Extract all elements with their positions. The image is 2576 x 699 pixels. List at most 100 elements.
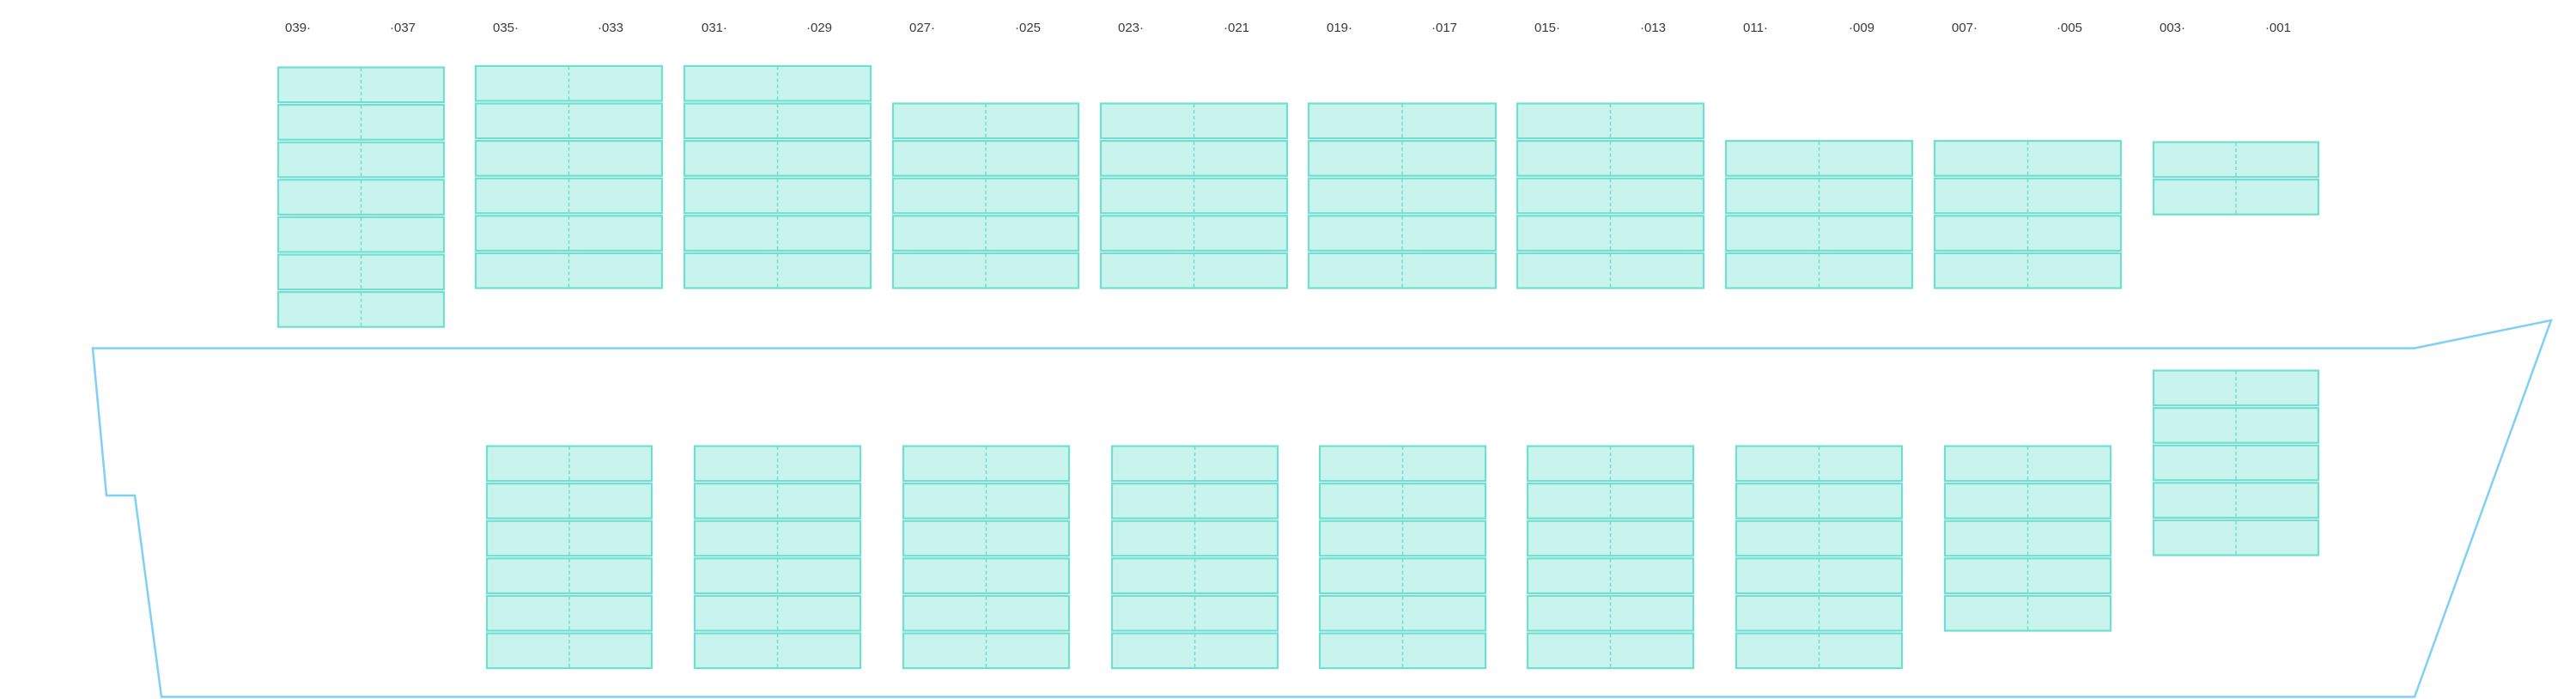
container-slot[interactable]	[485, 632, 653, 670]
container-slot[interactable]	[474, 140, 664, 177]
container-slot[interactable]	[1735, 594, 1904, 632]
container-slot[interactable]	[1943, 557, 2112, 594]
container-slot[interactable]	[683, 102, 872, 140]
container-slot[interactable]	[891, 252, 1080, 289]
container-slot[interactable]	[2152, 141, 2320, 179]
container-slot[interactable]	[1318, 557, 1487, 594]
container-slot[interactable]	[1516, 177, 1705, 215]
container-slot[interactable]	[1735, 520, 1904, 557]
container-slot[interactable]	[1318, 520, 1487, 557]
container-slot[interactable]	[1526, 632, 1695, 670]
container-slot[interactable]	[683, 64, 872, 102]
container-slot[interactable]	[1110, 520, 1279, 557]
container-slot[interactable]	[1307, 252, 1498, 289]
container-slot[interactable]	[485, 445, 653, 483]
container-slot[interactable]	[276, 291, 446, 328]
container-slot[interactable]	[474, 177, 664, 215]
container-slot[interactable]	[693, 594, 862, 632]
container-slot[interactable]	[474, 64, 664, 102]
container-slot[interactable]	[276, 66, 446, 104]
container-slot[interactable]	[1526, 520, 1695, 557]
container-slot[interactable]	[2152, 369, 2320, 407]
container-slot[interactable]	[1735, 445, 1904, 483]
container-slot[interactable]	[2152, 482, 2320, 519]
container-slot[interactable]	[1516, 140, 1705, 177]
container-slot[interactable]	[1307, 177, 1498, 215]
container-slot[interactable]	[2152, 519, 2320, 556]
container-slot[interactable]	[1307, 140, 1498, 177]
container-slot[interactable]	[485, 557, 653, 594]
container-slot[interactable]	[276, 141, 446, 179]
container-slot[interactable]	[485, 594, 653, 632]
container-slot[interactable]	[1110, 445, 1279, 483]
container-slot[interactable]	[683, 140, 872, 177]
container-slot[interactable]	[1526, 557, 1695, 594]
container-slot[interactable]	[1516, 102, 1705, 140]
container-slot[interactable]	[1933, 215, 2123, 252]
container-slot[interactable]	[1943, 594, 2112, 632]
container-slot[interactable]	[1318, 594, 1487, 632]
container-slot[interactable]	[1110, 594, 1279, 632]
container-slot[interactable]	[891, 215, 1080, 252]
container-slot[interactable]	[474, 102, 664, 140]
container-slot[interactable]	[276, 253, 446, 291]
container-slot[interactable]	[902, 557, 1071, 594]
container-slot[interactable]	[485, 482, 653, 520]
container-slot[interactable]	[891, 177, 1080, 215]
container-slot[interactable]	[1318, 632, 1487, 670]
container-slot[interactable]	[1099, 140, 1289, 177]
container-slot[interactable]	[1110, 632, 1279, 670]
container-slot[interactable]	[474, 252, 664, 289]
container-slot[interactable]	[1307, 102, 1498, 140]
container-slot[interactable]	[1526, 445, 1695, 483]
container-slot[interactable]	[1933, 177, 2123, 215]
container-slot[interactable]	[683, 215, 872, 252]
container-slot[interactable]	[1724, 177, 1914, 215]
container-slot[interactable]	[1735, 632, 1904, 670]
container-slot[interactable]	[276, 179, 446, 216]
container-slot[interactable]	[2152, 444, 2320, 482]
container-slot[interactable]	[1526, 594, 1695, 632]
container-slot[interactable]	[276, 103, 446, 141]
container-slot[interactable]	[1516, 215, 1705, 252]
container-slot[interactable]	[1943, 445, 2112, 483]
container-slot[interactable]	[474, 215, 664, 252]
container-slot[interactable]	[693, 445, 862, 483]
container-slot[interactable]	[1318, 445, 1487, 483]
container-slot[interactable]	[693, 520, 862, 557]
container-slot[interactable]	[1099, 177, 1289, 215]
container-slot[interactable]	[683, 252, 872, 289]
container-slot[interactable]	[902, 594, 1071, 632]
container-slot[interactable]	[1933, 140, 2123, 177]
container-slot[interactable]	[902, 445, 1071, 483]
container-slot[interactable]	[902, 482, 1071, 520]
container-slot[interactable]	[1110, 557, 1279, 594]
container-slot[interactable]	[683, 177, 872, 215]
container-slot[interactable]	[693, 557, 862, 594]
container-slot[interactable]	[1724, 140, 1914, 177]
container-slot[interactable]	[693, 482, 862, 520]
container-slot[interactable]	[2152, 407, 2320, 444]
container-slot[interactable]	[1318, 482, 1487, 520]
container-slot[interactable]	[276, 216, 446, 253]
container-slot[interactable]	[1307, 215, 1498, 252]
container-slot[interactable]	[1943, 482, 2112, 520]
container-slot[interactable]	[1099, 102, 1289, 140]
container-slot[interactable]	[1516, 252, 1705, 289]
container-slot[interactable]	[1099, 215, 1289, 252]
container-slot[interactable]	[1724, 252, 1914, 289]
container-slot[interactable]	[902, 632, 1071, 670]
container-slot[interactable]	[1110, 482, 1279, 520]
container-slot[interactable]	[1735, 482, 1904, 520]
container-slot[interactable]	[1099, 252, 1289, 289]
container-slot[interactable]	[1943, 520, 2112, 557]
container-slot[interactable]	[1735, 557, 1904, 594]
container-slot[interactable]	[891, 140, 1080, 177]
container-slot[interactable]	[1526, 482, 1695, 520]
container-slot[interactable]	[902, 520, 1071, 557]
container-slot[interactable]	[693, 632, 862, 670]
container-slot[interactable]	[1724, 215, 1914, 252]
container-slot[interactable]	[2152, 179, 2320, 216]
container-slot[interactable]	[485, 520, 653, 557]
container-slot[interactable]	[1933, 252, 2123, 289]
